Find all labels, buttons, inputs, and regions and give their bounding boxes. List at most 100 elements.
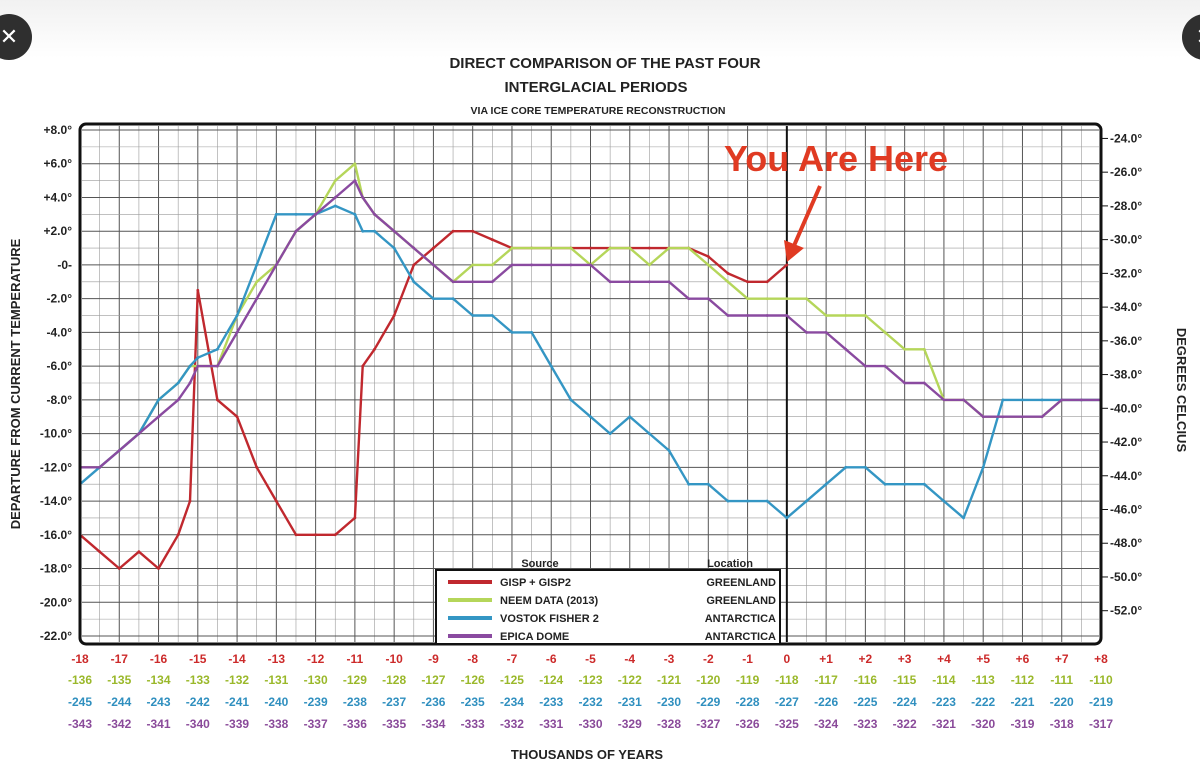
x-tick-label: -343 — [68, 717, 92, 731]
data-point-vostok-fisher-2 — [196, 356, 200, 360]
x-tick-label: -11 — [347, 652, 364, 666]
x-tick-label: +6 — [1016, 652, 1030, 666]
x-tick-label: -132 — [225, 673, 249, 687]
data-point-gisp-gisp2 — [188, 499, 192, 503]
data-point-epica-dome — [1001, 415, 1005, 419]
data-point-epica-dome — [726, 314, 730, 317]
data-point-vostok-fisher-2 — [981, 465, 985, 469]
x-tick-label: -5 — [585, 652, 596, 666]
data-point-epica-dome — [117, 449, 121, 452]
x-tick-label: -122 — [618, 673, 642, 687]
data-point-vostok-fisher-2 — [863, 465, 867, 469]
y-tick-label-right: -44.0° — [1110, 469, 1142, 483]
data-point-epica-dome — [255, 297, 259, 301]
y-axis-left: +8.0° +6.0° +4.0° +2.0° -0- -2.0° -4.0° -6.0° -8… — [40, 123, 72, 643]
data-point-gisp-gisp2 — [648, 246, 651, 250]
x-tick-label: -229 — [696, 695, 720, 709]
x-tick-label: -2 — [703, 652, 714, 666]
chart-title-line1: DIRECT COMPARISON OF THE PAST FOUR — [449, 55, 760, 72]
x-tick-label: -134 — [147, 673, 171, 687]
x-tick-label: +1 — [819, 652, 833, 666]
x-tick-label: -330 — [578, 717, 602, 731]
data-point-epica-dome — [314, 212, 318, 216]
series-layer — [78, 162, 1103, 570]
grid — [79, 126, 1102, 642]
data-point-gisp-gisp2 — [117, 567, 121, 570]
data-point-vostok-fisher-2 — [490, 314, 494, 317]
x-tick-label: -321 — [932, 717, 956, 731]
x-tick-label: -131 — [264, 673, 288, 687]
annotation-arrow-head — [784, 240, 804, 262]
data-point-epica-dome — [98, 465, 102, 469]
y-tick-label-left: -20.0° — [40, 595, 72, 609]
data-point-neem-data-2013 — [863, 314, 867, 317]
x-tick-label: -128 — [382, 673, 406, 687]
next-button[interactable]: ✕ — [1182, 14, 1200, 60]
data-point-neem-data-2013 — [765, 297, 769, 301]
y-tick-label-left: -22.0° — [40, 629, 72, 643]
y-tick-label-left: -18.0° — [40, 562, 72, 576]
x-tick-label: -235 — [461, 695, 485, 709]
x-tick-label: -9 — [428, 652, 439, 666]
data-point-gisp-gisp2 — [98, 550, 102, 554]
data-point-vostok-fisher-2 — [451, 297, 455, 301]
data-point-epica-dome — [188, 381, 192, 385]
x-tick-label: -220 — [1050, 695, 1074, 709]
data-point-epica-dome — [196, 364, 200, 368]
data-point-gisp-gisp2 — [589, 246, 592, 250]
data-point-gisp-gisp2 — [746, 280, 749, 284]
y-tick-label-right: -38.0° — [1110, 368, 1142, 382]
y-tick-label-left: -2.0° — [47, 292, 73, 306]
x-tick-label: -341 — [147, 717, 171, 731]
data-point-epica-dome — [137, 432, 141, 435]
x-tick-label: -242 — [186, 695, 210, 709]
legend-entry-label: EPICA DOME — [500, 631, 569, 643]
data-point-epica-dome — [530, 263, 533, 267]
y-tick-label-right: -48.0° — [1110, 536, 1142, 550]
data-point-gisp-gisp2 — [706, 255, 710, 258]
data-point-gisp-gisp2 — [176, 533, 180, 537]
data-point-vostok-fisher-2 — [1021, 398, 1024, 402]
x-tick-label: -325 — [775, 717, 799, 731]
y-tick-label-right: -32.0° — [1110, 266, 1142, 280]
data-point-epica-dome — [392, 229, 396, 233]
x-tick-label: -227 — [775, 695, 799, 709]
x-tick-label: -18 — [71, 652, 89, 666]
x-tick-label: +7 — [1055, 652, 1069, 666]
data-point-vostok-fisher-2 — [922, 482, 926, 486]
x-tick-label: -224 — [893, 695, 917, 709]
x-tick-label: -336 — [343, 717, 367, 731]
data-point-vostok-fisher-2 — [1040, 398, 1044, 402]
y-tick-label-right: -42.0° — [1110, 435, 1142, 449]
legend-entry-location: ANTARCTICA — [705, 631, 776, 643]
data-point-vostok-fisher-2 — [628, 415, 632, 419]
y-axis-right: -24.0° -26.0° -28.0° -30.0° -32.0° -34.0° -36.… — [1101, 131, 1142, 618]
data-point-gisp-gisp2 — [432, 246, 435, 250]
y-tick-label-left: +2.0° — [44, 224, 73, 238]
data-point-gisp-gisp2 — [451, 229, 455, 233]
data-point-neem-data-2013 — [648, 263, 651, 267]
data-point-vostok-fisher-2 — [648, 432, 651, 435]
data-point-vostok-fisher-2 — [235, 314, 239, 317]
x-tick-label: 0 — [784, 652, 791, 666]
data-point-vostok-fisher-2 — [216, 347, 219, 351]
legend-entry-label: VOSTOK FISHER 2 — [500, 613, 599, 625]
x-tick-label: -234 — [500, 695, 524, 709]
data-point-epica-dome — [687, 297, 691, 301]
data-point-neem-data-2013 — [608, 246, 612, 250]
data-point-vostok-fisher-2 — [824, 482, 828, 486]
x-tick-label: +3 — [898, 652, 912, 666]
x-tick-label: -320 — [971, 717, 995, 731]
data-point-neem-data-2013 — [706, 263, 710, 267]
x-tick-label: -244 — [107, 695, 131, 709]
data-point-vostok-fisher-2 — [589, 415, 592, 419]
data-point-vostok-fisher-2 — [569, 398, 573, 402]
data-point-vostok-fisher-2 — [706, 482, 710, 486]
x-tick-label: -337 — [304, 717, 328, 731]
data-point-epica-dome — [883, 364, 887, 368]
y-tick-label-right: -28.0° — [1110, 199, 1142, 213]
x-tick-label: -231 — [618, 695, 642, 709]
y-tick-label-right: -34.0° — [1110, 300, 1142, 314]
x-tick-label: -117 — [814, 673, 838, 687]
x-tick-label: -221 — [1010, 695, 1034, 709]
